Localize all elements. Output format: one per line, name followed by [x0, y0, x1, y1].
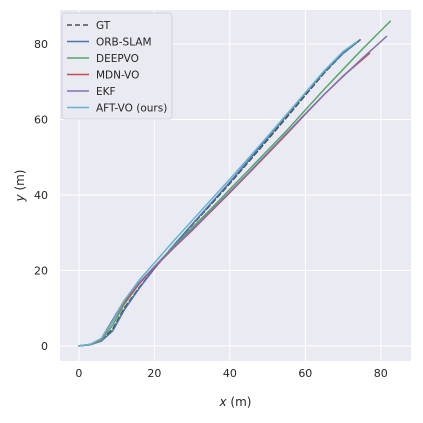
legend: GT ORB-SLAM DEEPVO MDN-VO EKF AFT-VO (ours) [61, 12, 173, 120]
y-tick-label: 20 [34, 264, 48, 277]
x-tick-labels: 0 20 40 60 80 [75, 367, 387, 380]
y-tick-label: 80 [34, 38, 48, 51]
y-tick-labels: 0 20 40 60 80 [34, 38, 48, 353]
legend-entry: AFT-VO (ours) [96, 103, 167, 115]
legend-entry: GT [96, 20, 111, 32]
series-line-ekf [78, 35, 388, 347]
x-axis-label: x (m) [219, 395, 252, 409]
legend-box [61, 12, 173, 120]
x-tick-label: 80 [374, 367, 388, 380]
legend-entry: DEEPVO [96, 53, 139, 65]
y-tick-label: 0 [41, 340, 48, 353]
legend-entry: MDN-VO [96, 70, 139, 82]
series-line-deepvo [78, 20, 391, 347]
legend-entry: ORB-SLAM [96, 37, 152, 49]
series-line-aft-vo-ours [78, 41, 358, 347]
series-lines [78, 20, 391, 347]
x-tick-label: 20 [147, 367, 161, 380]
x-tick-label: 40 [223, 367, 237, 380]
y-axis-label: y (m) [13, 170, 27, 203]
y-tick-label: 60 [34, 113, 48, 126]
legend-entry: EKF [96, 86, 116, 98]
y-tick-label: 40 [34, 189, 48, 202]
x-tick-label: 60 [298, 367, 312, 380]
x-tick-label: 0 [75, 367, 82, 380]
